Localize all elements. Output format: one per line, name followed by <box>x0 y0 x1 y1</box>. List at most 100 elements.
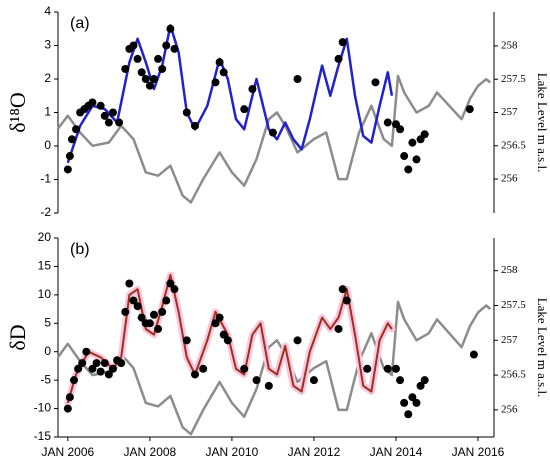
point <box>211 319 220 328</box>
point <box>72 125 81 134</box>
y2-tick-label: 257.5 <box>501 73 526 85</box>
point <box>334 324 343 333</box>
point <box>223 336 232 345</box>
point <box>63 165 72 174</box>
point <box>404 165 413 174</box>
point <box>465 105 474 114</box>
x-tick-label: JAN 2012 <box>288 445 341 459</box>
point <box>264 381 273 390</box>
point <box>400 152 409 161</box>
point <box>129 41 138 50</box>
point <box>338 285 347 294</box>
point <box>115 118 124 127</box>
point <box>420 130 429 139</box>
y2-tick-label: 256 <box>501 173 518 185</box>
point <box>96 367 105 376</box>
point <box>63 404 72 413</box>
point <box>145 319 154 328</box>
x-tick-label: JAN 2014 <box>370 445 423 459</box>
y-tick-label: -15 <box>34 429 52 443</box>
point <box>199 364 208 373</box>
y2-tick-label: 256.5 <box>501 139 526 151</box>
point <box>170 44 179 53</box>
point <box>108 108 117 117</box>
y2-tick-label: 258 <box>501 39 518 51</box>
point <box>88 364 97 373</box>
point <box>104 118 113 127</box>
point <box>363 364 372 373</box>
point <box>117 359 126 368</box>
point <box>240 105 249 114</box>
point <box>383 118 392 127</box>
point <box>240 364 249 373</box>
point <box>215 313 224 322</box>
point <box>219 330 228 339</box>
point <box>133 302 142 311</box>
y2-tick-label: 257 <box>501 106 518 118</box>
y2-tick-label: 257.5 <box>501 299 526 311</box>
point <box>211 78 220 87</box>
point <box>293 75 302 83</box>
y-tick-label: -10 <box>34 401 52 415</box>
point <box>420 376 429 385</box>
y2-tick-label: 256.5 <box>501 369 526 381</box>
point <box>215 58 224 67</box>
point <box>166 279 175 288</box>
y-tick-label: 1 <box>44 105 51 119</box>
point <box>469 350 478 359</box>
point <box>391 364 400 373</box>
y-tick-label: 15 <box>38 259 52 273</box>
line <box>66 274 393 404</box>
point <box>65 393 74 402</box>
point <box>74 364 83 373</box>
point <box>162 41 171 50</box>
point <box>412 155 421 164</box>
point <box>88 98 97 107</box>
point <box>158 64 167 73</box>
panel: -15 -10 -5 0 5 10 15 20 256 256.5 257 257.5 258 JAN 2… <box>5 230 550 459</box>
point <box>108 364 117 373</box>
y-tick-label: 5 <box>44 315 51 329</box>
point <box>170 285 179 294</box>
point <box>309 376 318 385</box>
y-tick-label: 4 <box>44 4 51 18</box>
y-axis-label: δD <box>5 324 30 350</box>
y-tick-label: -1 <box>40 172 51 186</box>
point <box>396 376 405 385</box>
point <box>383 364 392 373</box>
panel-label: (a) <box>70 15 90 32</box>
point <box>338 38 347 47</box>
point <box>121 64 130 73</box>
point <box>137 68 146 77</box>
point <box>371 78 380 87</box>
y2-tick-label: 256 <box>501 403 518 415</box>
point <box>65 152 74 161</box>
point <box>149 310 158 319</box>
point <box>137 313 146 322</box>
point <box>129 296 138 305</box>
x-tick-label: JAN 2010 <box>206 445 259 459</box>
line <box>56 74 492 204</box>
point <box>100 111 109 120</box>
point <box>190 121 199 130</box>
x-tick-label: JAN 2016 <box>452 445 505 459</box>
point <box>190 370 199 379</box>
point <box>248 85 257 94</box>
point <box>100 359 109 368</box>
point <box>400 398 409 407</box>
x-tick-label: JAN 2008 <box>124 445 177 459</box>
y-tick-label: -2 <box>40 205 51 219</box>
point <box>96 101 105 110</box>
point <box>408 393 417 402</box>
point <box>268 128 277 137</box>
panel-label: (b) <box>70 241 90 258</box>
x-tick-label: JAN 2006 <box>41 445 94 459</box>
y2-axis-label: Lake Level m a.s.l. <box>535 298 550 398</box>
y-tick-label: 2 <box>44 71 51 85</box>
point <box>166 24 175 33</box>
y2-tick-label: 258 <box>501 264 518 276</box>
point <box>162 296 171 305</box>
y-tick-label: 10 <box>38 287 52 301</box>
point <box>69 376 78 385</box>
y2-tick-label: 257 <box>501 334 518 346</box>
